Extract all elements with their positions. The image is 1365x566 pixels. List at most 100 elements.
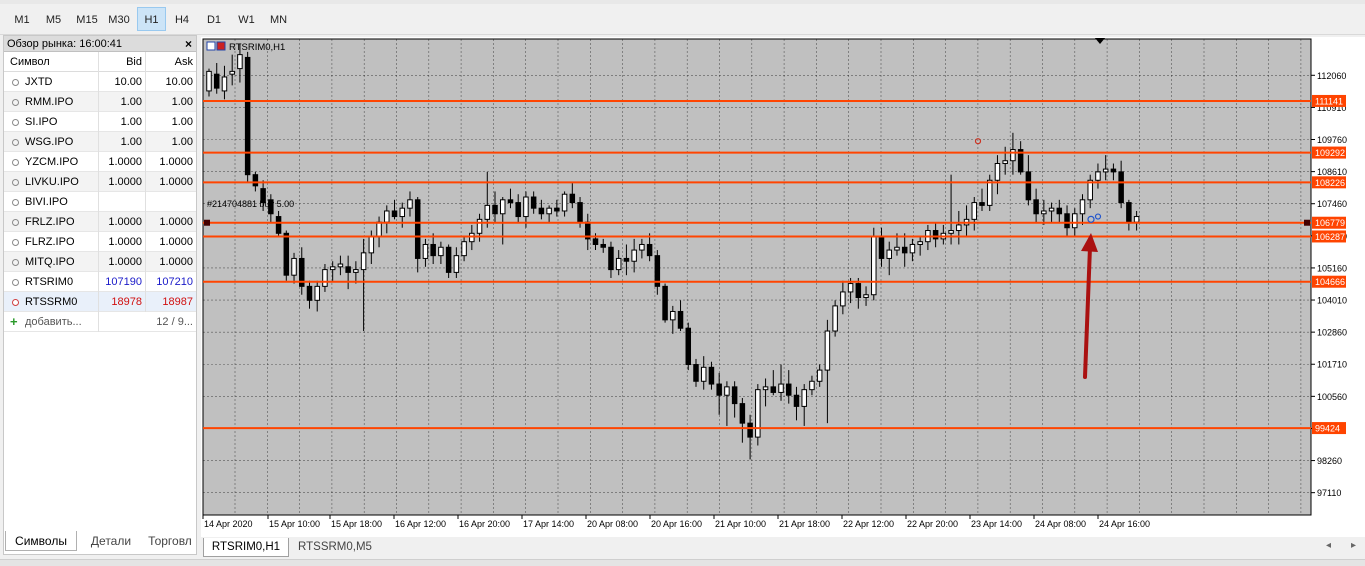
- candle-body: [237, 54, 243, 70]
- candle-body: [840, 291, 846, 307]
- timeframe-button-m5[interactable]: M5: [45, 14, 62, 26]
- candle-body: [569, 193, 576, 204]
- candle-body: [561, 193, 568, 212]
- candle-body: [1056, 207, 1063, 215]
- symbol-name: RMM.IPO: [4, 92, 99, 112]
- add-symbol-row[interactable]: + добавить... 12 / 9...: [4, 312, 196, 332]
- symbol-name: SI.IPO: [4, 112, 99, 132]
- candle-body: [693, 364, 699, 382]
- y-tick-label: 108610: [1317, 167, 1347, 177]
- symbol-row[interactable]: RTSRIM0 107190 107210: [4, 272, 196, 292]
- column-header-bid[interactable]: Bid: [99, 52, 146, 72]
- candle-body: [368, 235, 375, 254]
- symbol-bid: 10.00: [99, 72, 146, 92]
- symbol-row[interactable]: YZCM.IPO 1.0000 1.0000: [4, 152, 196, 172]
- timeframe-button-mn[interactable]: MN: [269, 14, 288, 26]
- market-watch-title-bar: Обзор рынка: 16:00:41 ×: [4, 36, 196, 52]
- symbol-name: FRLZ.IPO: [4, 212, 99, 232]
- tab-details[interactable]: Детали: [90, 534, 132, 548]
- annotation-arrow-head: [1081, 233, 1098, 252]
- candle-body: [778, 383, 784, 393]
- symbol-row[interactable]: RMM.IPO 1.00 1.00: [4, 92, 196, 112]
- candle-body: [438, 246, 444, 257]
- scroll-left-icon[interactable]: ◂: [1326, 540, 1332, 551]
- candle-body: [608, 246, 614, 271]
- symbol-ask: 1.0000: [159, 216, 193, 228]
- timeframe-button-h4[interactable]: H4: [174, 14, 190, 26]
- chart-symbol-icon: [216, 41, 226, 51]
- y-tick-label: 100560: [1317, 392, 1347, 402]
- candle-body: [213, 73, 220, 89]
- add-symbol-label[interactable]: добавить...: [4, 312, 99, 332]
- symbol-row[interactable]: FLRZ.IPO 1.0000 1.0000: [4, 232, 196, 252]
- symbol-status-icon: [12, 259, 19, 266]
- x-tick-label: 14 Apr 2020: [204, 519, 253, 529]
- price-chart[interactable]: 1120601109101097601086101074601063101051…: [201, 37, 1365, 537]
- candle-body: [731, 386, 738, 405]
- symbol-row[interactable]: JXTD 10.00 10.00: [4, 72, 196, 92]
- candle-body: [345, 266, 351, 273]
- timeframe-button-m15[interactable]: M15: [76, 14, 98, 26]
- symbol-status-icon: [12, 179, 19, 186]
- symbol-ask: 107210: [156, 276, 193, 288]
- level-price-label: 104666: [1315, 277, 1345, 287]
- candle-body: [515, 202, 521, 218]
- symbol-row[interactable]: SI.IPO 1.00 1.00: [4, 112, 196, 132]
- symbol-row[interactable]: BIVI.IPO: [4, 192, 196, 212]
- candle-body: [832, 305, 838, 332]
- candle-body: [994, 163, 1001, 181]
- chart-window-icon: [206, 41, 216, 51]
- column-header-symbol[interactable]: Символ: [4, 52, 99, 72]
- tab-trading[interactable]: Торговл: [148, 534, 192, 548]
- column-header-ask[interactable]: Ask: [174, 56, 193, 68]
- candle-body: [677, 310, 684, 329]
- candle-body: [1118, 171, 1124, 204]
- candle-body: [430, 243, 436, 257]
- annotation-arrow-shaft: [1083, 245, 1092, 379]
- symbol-row[interactable]: FRLZ.IPO 1.0000 1.0000: [4, 212, 196, 232]
- timeframe-button-h1[interactable]: H1: [137, 7, 166, 31]
- candle-body: [855, 283, 862, 299]
- symbol-name: FLRZ.IPO: [4, 232, 99, 252]
- market-watch-panel: Обзор рынка: 16:00:41 × Символ Bid Ask J…: [3, 35, 197, 555]
- chart-window[interactable]: 1120601109101097601086101074601063101051…: [201, 37, 1365, 537]
- symbol-ask: 1.0000: [159, 176, 193, 188]
- y-tick-label: 105160: [1317, 263, 1347, 273]
- symbol-ask: 1.0000: [159, 156, 193, 168]
- timeframe-button-m1[interactable]: M1: [14, 14, 30, 26]
- tab-symbols[interactable]: Символы: [5, 531, 77, 551]
- tab-chart-rtsrim0-h1[interactable]: RTSRIM0,H1: [203, 538, 289, 557]
- symbol-row[interactable]: RTSSRM0 18978 18987: [4, 292, 196, 312]
- status-bar: [0, 559, 1365, 566]
- symbol-name: LIVKU.IPO: [4, 172, 99, 192]
- candle-body: [986, 179, 993, 206]
- candle-body: [801, 389, 807, 407]
- close-icon[interactable]: ×: [184, 37, 192, 51]
- y-tick-label: 112060: [1317, 71, 1346, 81]
- symbol-status-icon: [12, 99, 19, 106]
- candle-body: [932, 230, 939, 240]
- symbol-status-icon: [12, 79, 19, 86]
- candle-body: [847, 283, 854, 293]
- candle-body: [1048, 207, 1055, 212]
- candle-body: [1126, 202, 1132, 223]
- candle-body: [291, 257, 297, 276]
- candle-body: [492, 204, 498, 215]
- candle-body: [762, 386, 769, 391]
- candle-body: [670, 310, 676, 321]
- x-tick-label: 15 Apr 18:00: [331, 519, 382, 529]
- candle-body: [971, 202, 978, 220]
- candle-body: [809, 380, 815, 391]
- candle-body: [878, 235, 885, 259]
- candle-body: [1079, 199, 1086, 215]
- timeframe-button-m30[interactable]: M30: [108, 14, 130, 26]
- symbol-row[interactable]: LIVKU.IPO 1.0000 1.0000: [4, 172, 196, 192]
- candle-body: [244, 56, 251, 176]
- tab-chart-rtssrm0-m5[interactable]: RTSSRM0,M5: [298, 541, 372, 553]
- symbol-row[interactable]: WSG.IPO 1.00 1.00: [4, 132, 196, 152]
- timeframe-button-d1[interactable]: D1: [206, 14, 222, 26]
- candle-body: [639, 243, 645, 251]
- scroll-right-icon[interactable]: ▸: [1351, 540, 1357, 551]
- symbol-row[interactable]: MITQ.IPO 1.0000 1.0000: [4, 252, 196, 272]
- timeframe-button-w1[interactable]: W1: [238, 14, 255, 26]
